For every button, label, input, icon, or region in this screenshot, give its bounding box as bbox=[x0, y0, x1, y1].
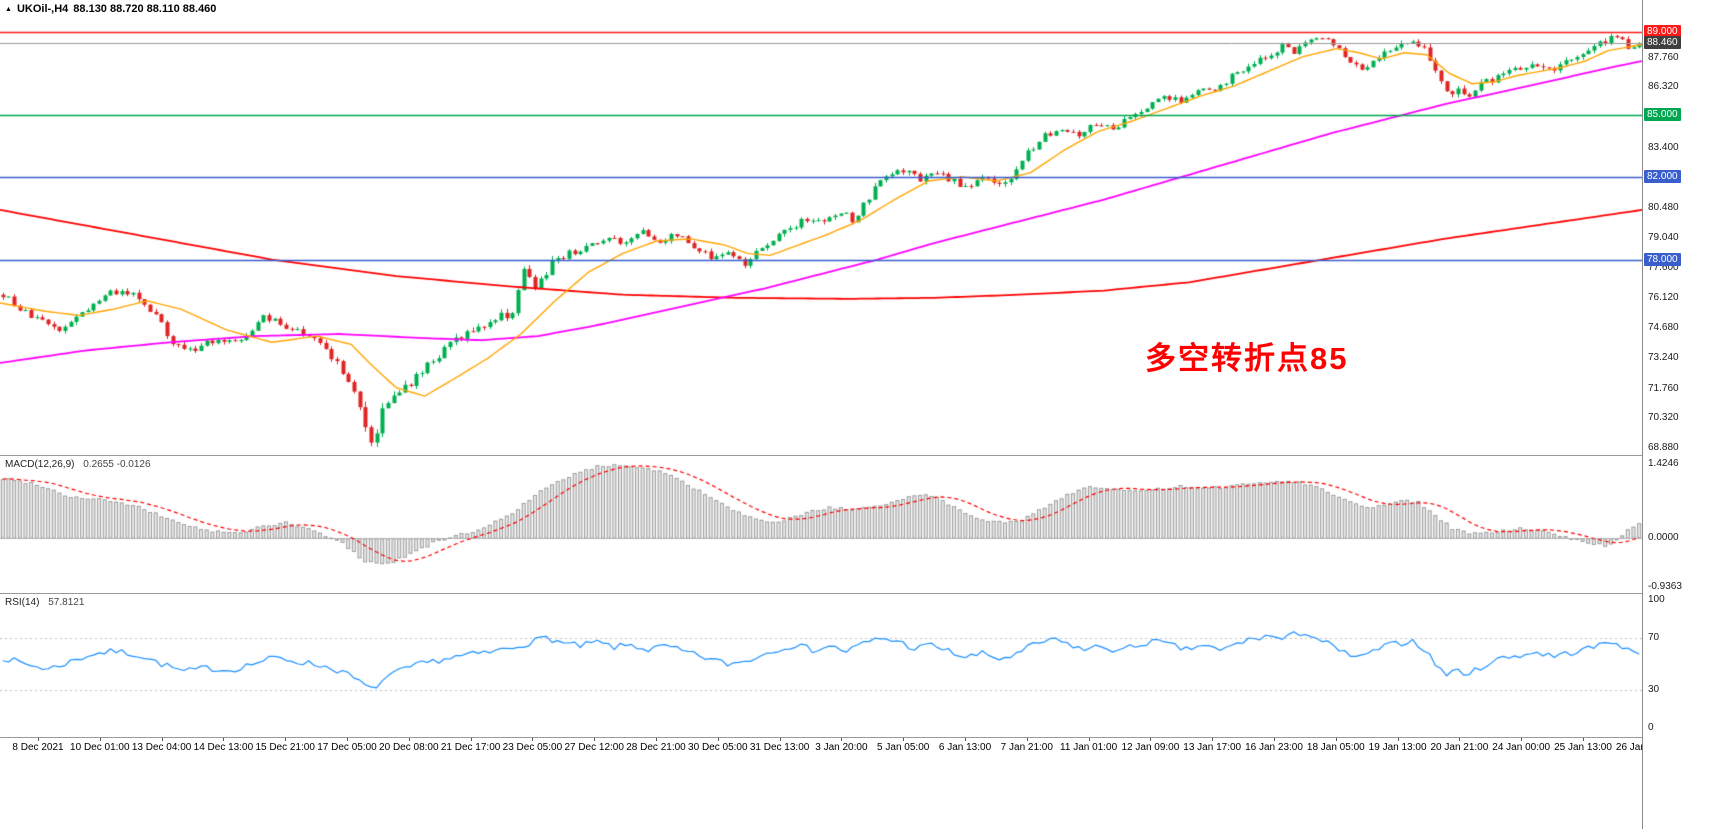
time-tick-mark bbox=[1583, 738, 1584, 741]
price-chart-canvas[interactable] bbox=[0, 0, 1642, 455]
panel-separator[interactable] bbox=[0, 455, 1721, 456]
macd-name: MACD(12,26,9) bbox=[5, 459, 75, 470]
rsi-value: 57.8121 bbox=[48, 597, 85, 608]
ohlc-quote: 88.130 88.720 88.110 88.460 bbox=[73, 3, 217, 15]
time-axis-label: 7 Jan 21:00 bbox=[1000, 742, 1053, 753]
axis-tick-label: 70.320 bbox=[1648, 412, 1679, 424]
time-tick-mark bbox=[532, 738, 534, 741]
axis-tick-label: 77.600 bbox=[1648, 261, 1679, 273]
time-tick-mark bbox=[656, 738, 657, 741]
rsi-name: RSI(14) bbox=[5, 597, 40, 608]
annotation-text: 多空转折点85 bbox=[1145, 341, 1349, 376]
time-axis-label: 6 Jan 13:00 bbox=[938, 742, 992, 753]
axis-tick-label: 71.760 bbox=[1648, 382, 1679, 394]
price-axis[interactable]: 87.760 86.320 83.400 80.480 79.040 77.600 76.1… bbox=[1642, 0, 1721, 829]
time-axis-label: 20 Dec 08:00 bbox=[379, 742, 439, 753]
macd-chart-canvas[interactable] bbox=[0, 456, 1642, 593]
rsi-label: RSI(14) 57.8121 bbox=[5, 597, 84, 608]
time-tick-mark bbox=[347, 738, 348, 741]
axis-tick-label: 80.480 bbox=[1648, 202, 1679, 214]
time-axis-label: 27 Dec 12:00 bbox=[564, 742, 624, 753]
axis-tick-label: 83.400 bbox=[1648, 141, 1679, 153]
time-axis-label: 8 Dec 2021 bbox=[12, 742, 64, 753]
time-axis-label: 10 Dec 01:00 bbox=[70, 742, 130, 753]
axis-tick-label: 0.0000 bbox=[1648, 532, 1679, 544]
time-axis-label: 25 Jan 13:00 bbox=[1554, 742, 1612, 753]
price-level-badge: 82.000 bbox=[1644, 169, 1681, 183]
time-tick-mark bbox=[223, 738, 225, 741]
time-axis-separator bbox=[0, 737, 1721, 738]
time-tick-mark bbox=[1088, 738, 1090, 741]
chart-title: ▲ UKOil-,H4 88.130 88.720 88.110 88.460 bbox=[5, 3, 216, 15]
price-chart-panel: ▲ UKOil-,H4 88.130 88.720 88.110 88.460 … bbox=[0, 0, 1642, 455]
time-tick-mark bbox=[161, 738, 163, 741]
time-axis[interactable]: 8 Dec 2021 10 Dec 01:00 13 Dec 04:00 14 Dec… bbox=[0, 738, 1721, 829]
axis-tick-label: 30 bbox=[1648, 683, 1660, 695]
time-axis-label: 15 Dec 21:00 bbox=[255, 742, 315, 753]
time-tick-mark bbox=[594, 738, 596, 741]
time-tick-mark bbox=[903, 738, 905, 741]
time-axis-label: 20 Jan 21:00 bbox=[1430, 742, 1489, 753]
axis-tick-label: 70 bbox=[1648, 632, 1660, 644]
time-tick-mark bbox=[470, 738, 472, 741]
time-axis-label: 5 Jan 05:00 bbox=[877, 742, 930, 753]
macd-values: 0.2655 -0.0126 bbox=[83, 459, 151, 470]
axis-tick-label: 74.680 bbox=[1648, 322, 1679, 334]
axis-tick-label: 87.760 bbox=[1648, 51, 1679, 63]
time-tick-mark bbox=[841, 738, 843, 741]
axis-tick-label: 68.880 bbox=[1648, 442, 1679, 454]
panel-separator[interactable] bbox=[0, 593, 1721, 594]
time-tick-mark bbox=[1459, 738, 1461, 741]
axis-tick-label: 73.240 bbox=[1648, 352, 1679, 363]
symbol-marker-icon: ▲ bbox=[5, 5, 12, 13]
time-axis-label: 3 Jan 20:00 bbox=[815, 742, 868, 753]
axis-tick-label: 86.320 bbox=[1648, 81, 1679, 93]
time-tick-mark bbox=[1212, 738, 1214, 741]
price-level-badge: 88.460 bbox=[1644, 36, 1681, 50]
price-level-badge: 89.000 bbox=[1644, 25, 1681, 39]
time-axis-label: 24 Jan 00:00 bbox=[1492, 742, 1551, 753]
time-axis-label: 17 Dec 05:00 bbox=[317, 742, 377, 753]
time-axis-label: 19 Jan 13:00 bbox=[1368, 742, 1427, 753]
time-axis-label: 16 Jan 23:00 bbox=[1245, 742, 1303, 753]
time-tick-mark bbox=[1274, 738, 1275, 741]
time-tick-mark bbox=[99, 738, 101, 741]
time-axis-label: 23 Dec 05:00 bbox=[502, 742, 563, 753]
time-axis-label: 21 Dec 17:00 bbox=[440, 742, 501, 753]
rsi-panel: RSI(14) 57.8121 bbox=[0, 594, 1642, 737]
time-tick-mark bbox=[965, 738, 966, 741]
time-tick-mark bbox=[1335, 738, 1337, 741]
time-tick-mark bbox=[1026, 738, 1028, 741]
axis-tick-label: -0.9363 bbox=[1648, 581, 1682, 593]
axis-tick-label: 0 bbox=[1648, 722, 1654, 733]
axis-tick-label: 76.120 bbox=[1648, 292, 1679, 304]
time-tick-mark bbox=[1521, 738, 1523, 741]
time-tick-mark bbox=[1397, 738, 1399, 741]
time-axis-label: 28 Dec 21:00 bbox=[626, 742, 686, 753]
time-axis-label: 12 Jan 09:00 bbox=[1121, 742, 1180, 753]
price-level-badge: 78.000 bbox=[1644, 252, 1681, 266]
rsi-chart-canvas[interactable] bbox=[0, 594, 1642, 737]
symbol-timeframe-label: UKOil-,H4 bbox=[16, 3, 69, 15]
time-axis-label: 11 Jan 01:00 bbox=[1060, 742, 1118, 753]
macd-panel: MACD(12,26,9) 0.2655 -0.0126 bbox=[0, 456, 1642, 593]
time-axis-label: 31 Dec 13:00 bbox=[749, 742, 810, 753]
axis-tick-label: 100 bbox=[1648, 594, 1665, 605]
time-tick-mark bbox=[408, 738, 410, 741]
time-tick-mark bbox=[285, 738, 287, 741]
time-tick-mark bbox=[1150, 738, 1152, 741]
axis-tick-label: 1.4246 bbox=[1648, 458, 1679, 470]
price-level-badge: 85.000 bbox=[1644, 107, 1681, 121]
time-axis-label: 18 Jan 05:00 bbox=[1306, 742, 1365, 753]
time-axis-label: 13 Jan 17:00 bbox=[1183, 742, 1242, 753]
time-axis-label: 30 Dec 05:00 bbox=[688, 742, 748, 753]
macd-label: MACD(12,26,9) 0.2655 -0.0126 bbox=[5, 459, 151, 470]
time-tick-mark bbox=[779, 738, 781, 741]
time-tick-mark bbox=[38, 738, 39, 741]
time-tick-mark bbox=[717, 738, 719, 741]
time-axis-label: 14 Dec 13:00 bbox=[193, 742, 254, 753]
time-axis-label: 13 Dec 04:00 bbox=[131, 742, 192, 753]
axis-tick-label: 79.040 bbox=[1648, 232, 1679, 244]
